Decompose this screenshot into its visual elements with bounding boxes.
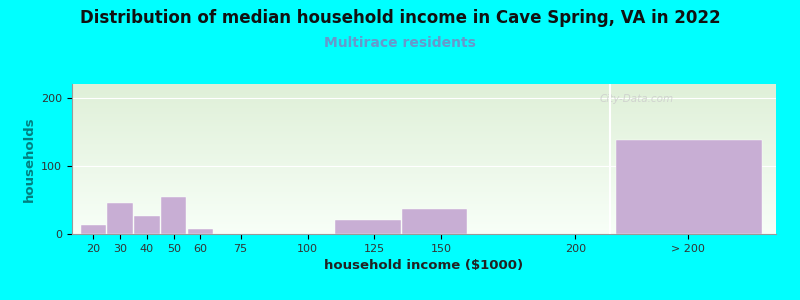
Bar — [335, 220, 401, 234]
X-axis label: household income ($1000): household income ($1000) — [325, 259, 523, 272]
Text: Multirace residents: Multirace residents — [324, 36, 476, 50]
Y-axis label: households: households — [22, 116, 35, 202]
Bar — [161, 196, 186, 234]
Bar — [134, 216, 160, 234]
Bar — [616, 140, 762, 234]
Bar — [81, 225, 106, 234]
Bar — [188, 229, 214, 234]
Bar — [402, 209, 467, 234]
Text: City-Data.com: City-Data.com — [600, 94, 674, 104]
Bar — [107, 203, 133, 234]
Text: Distribution of median household income in Cave Spring, VA in 2022: Distribution of median household income … — [80, 9, 720, 27]
